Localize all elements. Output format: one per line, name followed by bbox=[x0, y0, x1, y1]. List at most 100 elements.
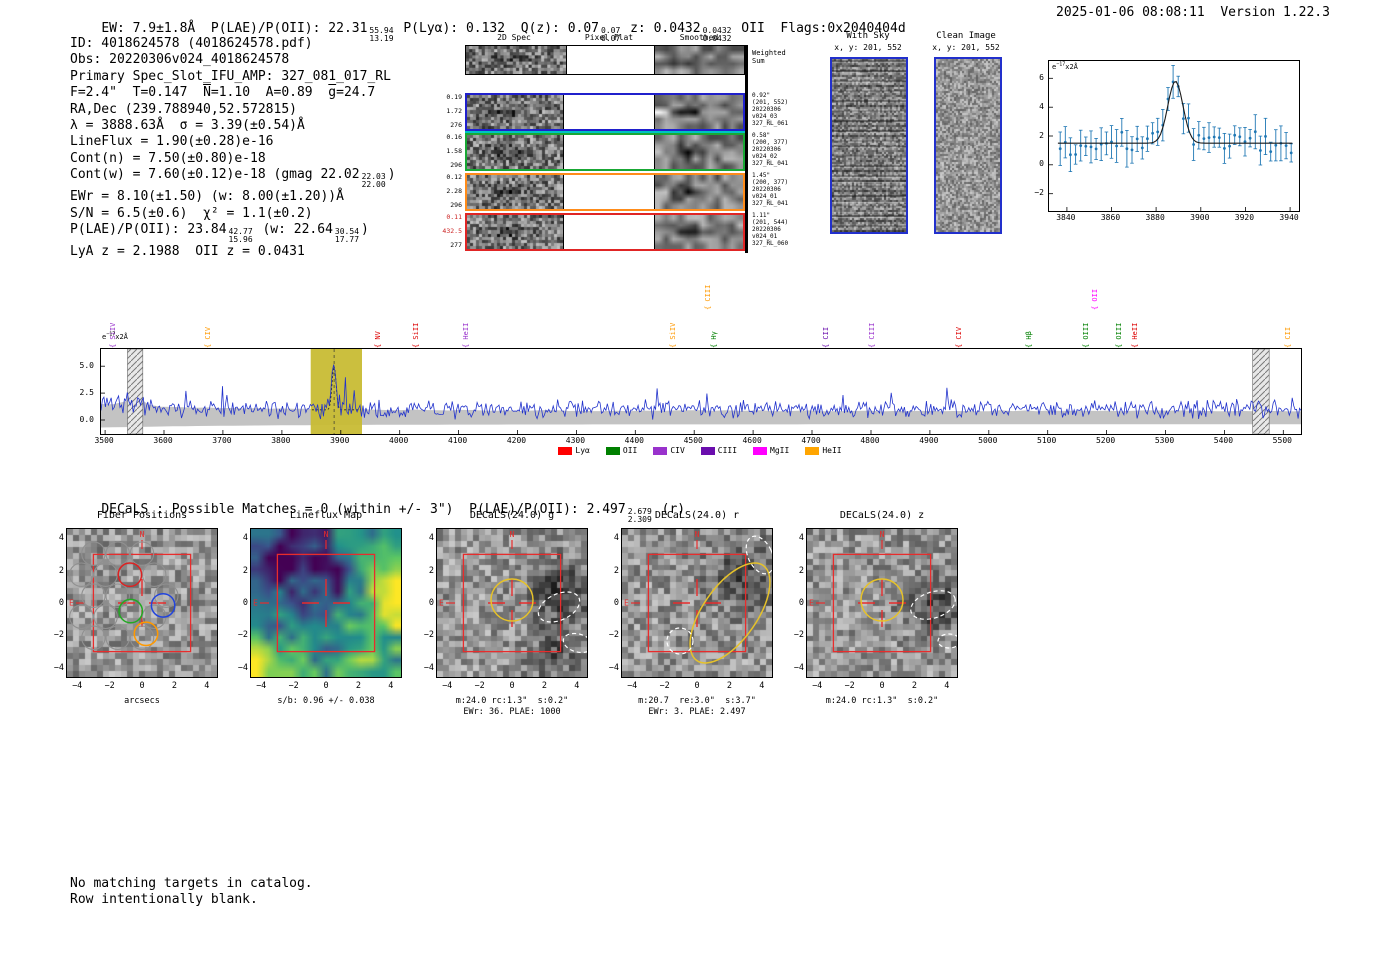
row-scale-labels: 0.11 432.5 277 bbox=[437, 214, 462, 249]
catalog-ellipse bbox=[666, 627, 694, 655]
cutout-xlabel: arcsecs bbox=[124, 696, 160, 706]
row-source-line: 327_RL_060 bbox=[752, 240, 789, 247]
legend-label: CIII bbox=[717, 446, 738, 455]
info-text: =24.7 bbox=[336, 85, 376, 101]
row-scale-labels: 0.19 1.72 276 bbox=[437, 94, 462, 129]
species-line-label: { OIII bbox=[1081, 322, 1090, 348]
legend-item: OII bbox=[605, 446, 637, 455]
ci-hi: 30.54 bbox=[334, 227, 360, 237]
weighted-pixelflat-image bbox=[565, 46, 655, 74]
cutout-image-lineflux bbox=[251, 529, 401, 677]
fiber-circle bbox=[105, 541, 130, 566]
z-confidence-interval: 0.0432 0.0432 bbox=[701, 27, 734, 43]
decals-text: (r) bbox=[653, 502, 686, 518]
row-source-line: (200, 377) bbox=[752, 179, 789, 186]
compass-east: E bbox=[253, 598, 258, 608]
gaussian-fit-curve bbox=[1057, 80, 1293, 144]
y-tick-label: 2 bbox=[428, 565, 434, 576]
weighted-sum-label: Weighted Sum bbox=[752, 49, 786, 65]
y-tick-label: 6 bbox=[1039, 72, 1044, 82]
x-tick-label: 3800 bbox=[271, 436, 291, 445]
cutout-overlay bbox=[631, 535, 772, 664]
x-tick-label: 4600 bbox=[742, 436, 762, 445]
info-radec: RA,Dec (239.788940,52.572815) bbox=[70, 101, 297, 117]
cutout-title: Lineflux Map bbox=[289, 510, 363, 521]
x-tick-label: 0 bbox=[509, 681, 515, 691]
ci-hi: 2.679 bbox=[627, 507, 652, 517]
y-tick-label: −2 bbox=[608, 630, 619, 641]
row-2dspec-image bbox=[467, 95, 563, 129]
row-smoothed-image bbox=[655, 175, 743, 209]
fiber-circle bbox=[93, 562, 118, 587]
fiber-circle bbox=[129, 625, 155, 651]
x-tick-label: 5200 bbox=[1095, 436, 1116, 445]
x-tick-label: 4400 bbox=[624, 436, 644, 445]
unit-exponent: −17 bbox=[1056, 61, 1066, 68]
x-tick-label: −4 bbox=[256, 681, 267, 691]
info-text: Cont(w) = 7.60(±0.12)e-18 (gmag 22.02 bbox=[70, 167, 360, 183]
aperture-circle bbox=[860, 578, 904, 622]
x-tick-label: −4 bbox=[442, 681, 453, 691]
row-source-label: 1.45" (200, 377) 20220306 v024_01 327_RL_041 bbox=[752, 172, 788, 207]
x-tick-label: 3840 bbox=[1056, 213, 1076, 222]
info-redshifts: LyA z = 2.1988 OII z = 0.0431 bbox=[70, 244, 305, 260]
y-tick-label: −4 bbox=[793, 662, 804, 673]
x-tick-label: −2 bbox=[474, 681, 485, 691]
x-tick-label: 0 bbox=[139, 681, 145, 691]
y-tick-label: −2 bbox=[793, 630, 804, 641]
plae-confidence-interval: 55.94 13.19 bbox=[367, 27, 395, 43]
spectrum-line bbox=[100, 364, 1302, 420]
y-tick-label: 4 bbox=[798, 533, 804, 544]
legend-swatch bbox=[653, 446, 668, 455]
detection-info-block: ID: 4018624578 (4018624578.pdf) Obs: 202… bbox=[70, 36, 396, 260]
x-tick-label: 3880 bbox=[1145, 213, 1165, 222]
x-tick-label: −2 bbox=[104, 681, 115, 691]
y-tick-label: 0 bbox=[242, 598, 248, 608]
x-tick-label: 5400 bbox=[1213, 436, 1234, 445]
ci-hi: 42.77 bbox=[228, 227, 253, 237]
x-tick-label: 3900 bbox=[1190, 213, 1210, 222]
x-tick-label: 4 bbox=[759, 681, 765, 691]
fiber-circle bbox=[141, 562, 167, 587]
x-tick-label: 4 bbox=[388, 681, 394, 691]
cutout-overlay bbox=[69, 540, 192, 653]
species-legend: Lyα OII CIV CIII MgII HeII bbox=[100, 446, 1300, 455]
row-source-line: 1.45" bbox=[752, 172, 771, 179]
info-cont-n: Cont(n) = 7.50(±0.80)e-18 bbox=[70, 150, 266, 166]
info-ewr: EWr = 8.10(±1.50) (w: 8.00(±1.20))Å bbox=[70, 189, 344, 205]
compass-north: N bbox=[694, 530, 700, 539]
header-summary-line: EW: 7.9±1.8Å P(LAE)/P(OII): 22.31 55.94 13… bbox=[70, 5, 906, 60]
ci-hi: 0.07 bbox=[601, 26, 621, 36]
x-tick-label: 4700 bbox=[801, 436, 821, 445]
row-scale-value: 1.58 bbox=[446, 147, 462, 155]
x-tick-label: 2 bbox=[726, 681, 732, 691]
weighted-smoothed-image bbox=[654, 46, 744, 74]
ci-hi: 55.94 bbox=[369, 26, 394, 36]
selected-fiber-circle bbox=[133, 621, 159, 647]
species-line-label: { CII bbox=[1284, 326, 1293, 348]
extraction-box bbox=[647, 553, 747, 653]
cutout-title: DECaLS(24.0) r bbox=[654, 510, 740, 521]
y-tick-label: −2 bbox=[53, 630, 64, 641]
full-spectrum-plot bbox=[100, 348, 1302, 435]
species-line-label: { CIII bbox=[703, 284, 712, 310]
y-tick-label: −2 bbox=[1034, 188, 1044, 198]
cutout-panel-r: DECaLS(24.0) r N E −4 −2 0 2 4 4 2 0 −2 −4 m:20.7 re:… bbox=[609, 510, 773, 725]
spectrum-flux-unit-label: e−17x2Å bbox=[102, 332, 128, 341]
legend-item: Lyα bbox=[558, 446, 590, 455]
header-class-flags: OII Flags:0x2040404d bbox=[733, 21, 906, 37]
masked-band bbox=[1252, 348, 1270, 435]
timestamp-version: 2025-01-06 08:08:11 Version 1.22.3 bbox=[1056, 5, 1330, 20]
row-source-line: v024_02 bbox=[752, 153, 778, 160]
clean-image-title: Clean Image bbox=[936, 31, 996, 41]
y-tick-label: 0 bbox=[428, 598, 434, 608]
legend-label: HeII bbox=[822, 446, 842, 455]
row-scale-value: 296 bbox=[450, 201, 462, 209]
row-source-line: 1.11" bbox=[752, 212, 771, 219]
cutout-overlay bbox=[446, 540, 587, 654]
weighted-sum-strip bbox=[465, 45, 745, 75]
cutout-plot: N E −4 −2 0 2 4 4 2 0 −2 −4 bbox=[238, 528, 402, 691]
species-line-label: { CIV bbox=[955, 326, 964, 348]
x-tick-label: 5000 bbox=[978, 436, 998, 445]
row-scale-value: 277 bbox=[450, 241, 462, 249]
